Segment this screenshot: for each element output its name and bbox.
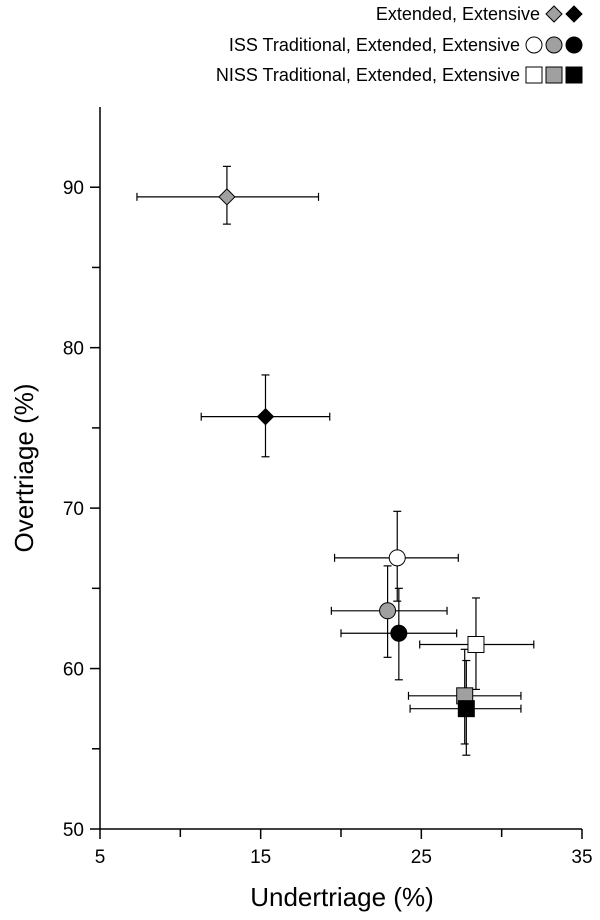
legend-label: ISS Traditional, Extended, Extensive — [229, 35, 520, 55]
data-point-circle — [390, 624, 408, 642]
legend-marker-square — [565, 66, 583, 84]
axes: 5 15 25 35 50 60 70 80 90 — [63, 107, 593, 868]
legend-label: Extended, Extensive — [376, 4, 540, 24]
legend-label: NISS Traditional, Extended, Extensive — [216, 65, 520, 85]
x-tick-label: 15 — [250, 847, 271, 868]
data-point-circle — [388, 549, 406, 567]
data-point-square — [467, 635, 485, 653]
y-tick-label: 90 — [63, 178, 84, 199]
error-bars — [136, 165, 535, 756]
data-point-circle — [379, 602, 397, 620]
legend: Extended, Extensive ISS Traditional, Exte… — [216, 4, 583, 85]
data-point-square — [457, 700, 475, 718]
legend-marker-circle — [545, 36, 563, 54]
legend-marker-square — [545, 66, 563, 84]
y-axis-title: Overtriage (%) — [9, 383, 39, 552]
legend-marker-circle — [565, 36, 583, 54]
legend-marker-square — [525, 66, 543, 84]
x-tick-label: 35 — [571, 847, 592, 868]
data-point-diamond — [256, 407, 275, 426]
legend-marker-circle — [525, 36, 543, 54]
data-points — [218, 188, 485, 718]
data-point-diamond — [218, 188, 236, 206]
legend-marker-diamond — [545, 5, 563, 23]
x-axis-title: Undertriage (%) — [250, 882, 434, 912]
y-tick-label: 50 — [63, 820, 84, 841]
y-tick-label: 60 — [63, 660, 84, 681]
y-tick-label: 70 — [63, 499, 84, 520]
x-tick-label: 25 — [411, 847, 432, 868]
legend-marker-diamond — [565, 5, 583, 23]
x-tick-label: 5 — [95, 847, 106, 868]
y-tick-label: 80 — [63, 339, 84, 360]
